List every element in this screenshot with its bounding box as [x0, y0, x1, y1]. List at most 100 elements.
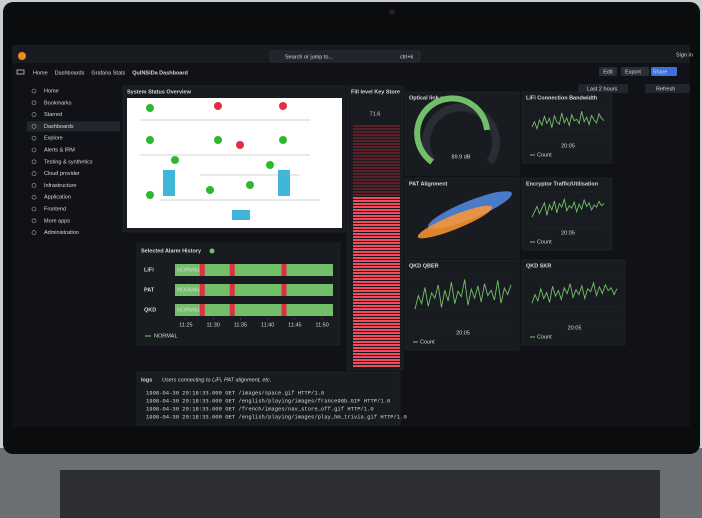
gauge-segment — [353, 332, 400, 334]
x-tick-label: 20:05 — [456, 330, 470, 336]
device-box — [278, 170, 290, 196]
gauge-segment — [353, 173, 400, 175]
gauge-segment — [353, 245, 400, 247]
breadcrumb-item[interactable]: Grafana Stats — [91, 70, 125, 76]
nav-icon — [31, 171, 37, 176]
series-line — [531, 281, 618, 304]
legend-label: NORMAL — [154, 333, 178, 339]
nav-item[interactable]: Alerts & IRM — [44, 147, 75, 153]
nav-item[interactable]: Application — [44, 195, 71, 201]
nav-item[interactable]: Starred — [44, 112, 62, 118]
nav-item[interactable]: Dashboards — [44, 124, 74, 130]
x-tick-label: 11:35 — [234, 322, 247, 328]
gauge-segment — [353, 140, 400, 142]
alarm-mark — [199, 304, 205, 316]
gauge-segment — [353, 275, 400, 277]
breadcrumb-item[interactable]: Home — [33, 70, 48, 76]
stat-value: 71.6 — [370, 111, 381, 117]
x-tick-label: 11:25 — [179, 322, 192, 328]
legend-label: Count — [537, 334, 552, 340]
gauge-segment — [353, 305, 400, 307]
gauge-segment — [353, 191, 400, 193]
refresh-button[interactable] — [645, 84, 690, 93]
state-label: NORMAL — [177, 307, 201, 313]
panels: System Status Overview Fill level Key Sto… — [122, 85, 626, 426]
nav-item[interactable]: Home — [44, 88, 59, 94]
breadcrumb-item[interactable]: Dashboards — [55, 70, 85, 76]
nav-item[interactable]: Bookmarks — [44, 100, 72, 106]
nav-icon — [31, 230, 37, 235]
nav-item[interactable]: Cloud provider — [44, 171, 80, 177]
device-box — [163, 170, 175, 196]
status-indicator — [266, 161, 274, 169]
logo[interactable] — [18, 52, 26, 60]
sign-in[interactable]: Sign in — [676, 52, 693, 58]
gauge-segment — [353, 287, 400, 289]
nav-item[interactable]: Testing & synthetics — [44, 159, 93, 165]
panel-title: PAT Alignment — [409, 181, 448, 187]
gauge-segment — [353, 251, 400, 253]
gauge-segment — [353, 260, 400, 262]
gauge-segment — [353, 248, 400, 250]
time-picker[interactable] — [578, 84, 628, 93]
gauge-segment — [353, 128, 400, 130]
gauge-segment — [353, 353, 400, 355]
search-box[interactable] — [269, 50, 421, 63]
nav-item[interactable]: Frontend — [44, 206, 66, 212]
panel-subtitle: Users connecting to LiFi, PAT alignment,… — [162, 377, 271, 383]
gauge-arc — [414, 95, 490, 165]
camera — [389, 9, 395, 15]
gauge-segment — [353, 350, 400, 352]
gauge-segment — [353, 341, 400, 343]
gauge-segment — [353, 185, 400, 187]
share-label: Share — [653, 69, 668, 75]
menu-icon[interactable] — [16, 69, 25, 75]
status-indicator — [214, 102, 222, 110]
gauge-segment — [353, 293, 400, 295]
row-label: PAT — [144, 287, 155, 293]
nav-icon — [31, 112, 37, 117]
panel — [136, 371, 401, 426]
nav-icon — [31, 147, 37, 153]
sidebar-bg — [12, 82, 120, 427]
gauge-segment — [353, 188, 400, 190]
panel — [404, 259, 520, 351]
gauge-segment — [353, 308, 400, 310]
nav-item[interactable]: Administration — [44, 230, 79, 236]
gauge-segment — [353, 170, 400, 172]
status-indicator — [146, 136, 154, 144]
edit-button[interactable] — [599, 67, 617, 76]
nav-icon — [31, 206, 37, 212]
status-indicator — [214, 136, 222, 144]
gauge-segment — [353, 263, 400, 265]
gauge-segment — [353, 335, 400, 337]
nav-item[interactable]: Infrastructure — [44, 183, 76, 189]
export-button[interactable] — [621, 67, 649, 76]
share-button[interactable] — [651, 67, 677, 76]
device-box — [232, 210, 250, 220]
gauge-segment — [353, 233, 400, 235]
gauge-segment — [353, 230, 400, 232]
gauge-track — [422, 103, 500, 165]
gauge-segment — [353, 296, 400, 298]
diagram — [127, 98, 342, 228]
nav-icon — [31, 218, 37, 224]
refresh-label: Refresh — [656, 86, 675, 92]
breadcrumb: Home Dashboards Grafana Stats QuINSiDa Dash… — [16, 69, 188, 76]
gauge-segment — [353, 197, 400, 199]
alarm-mark — [199, 284, 205, 296]
gauge-segment — [353, 215, 400, 217]
state-bar — [175, 264, 333, 276]
breadcrumb-item[interactable]: QuINSiDa Dashboard — [132, 70, 188, 76]
row-label: LiFi — [144, 267, 154, 273]
state-label: NORMAL — [177, 267, 201, 273]
nav-item[interactable]: More apps — [44, 218, 70, 224]
status-indicator — [236, 141, 244, 149]
x-tick-label: 11:30 — [206, 322, 219, 328]
series-line — [531, 111, 605, 131]
gauge-segment — [353, 149, 400, 151]
gauge-segment — [353, 203, 400, 205]
sidebar: Home Bookmarks Starred Dashboards Explore Ale… — [12, 82, 120, 427]
nav-item[interactable]: Explore — [44, 136, 63, 142]
